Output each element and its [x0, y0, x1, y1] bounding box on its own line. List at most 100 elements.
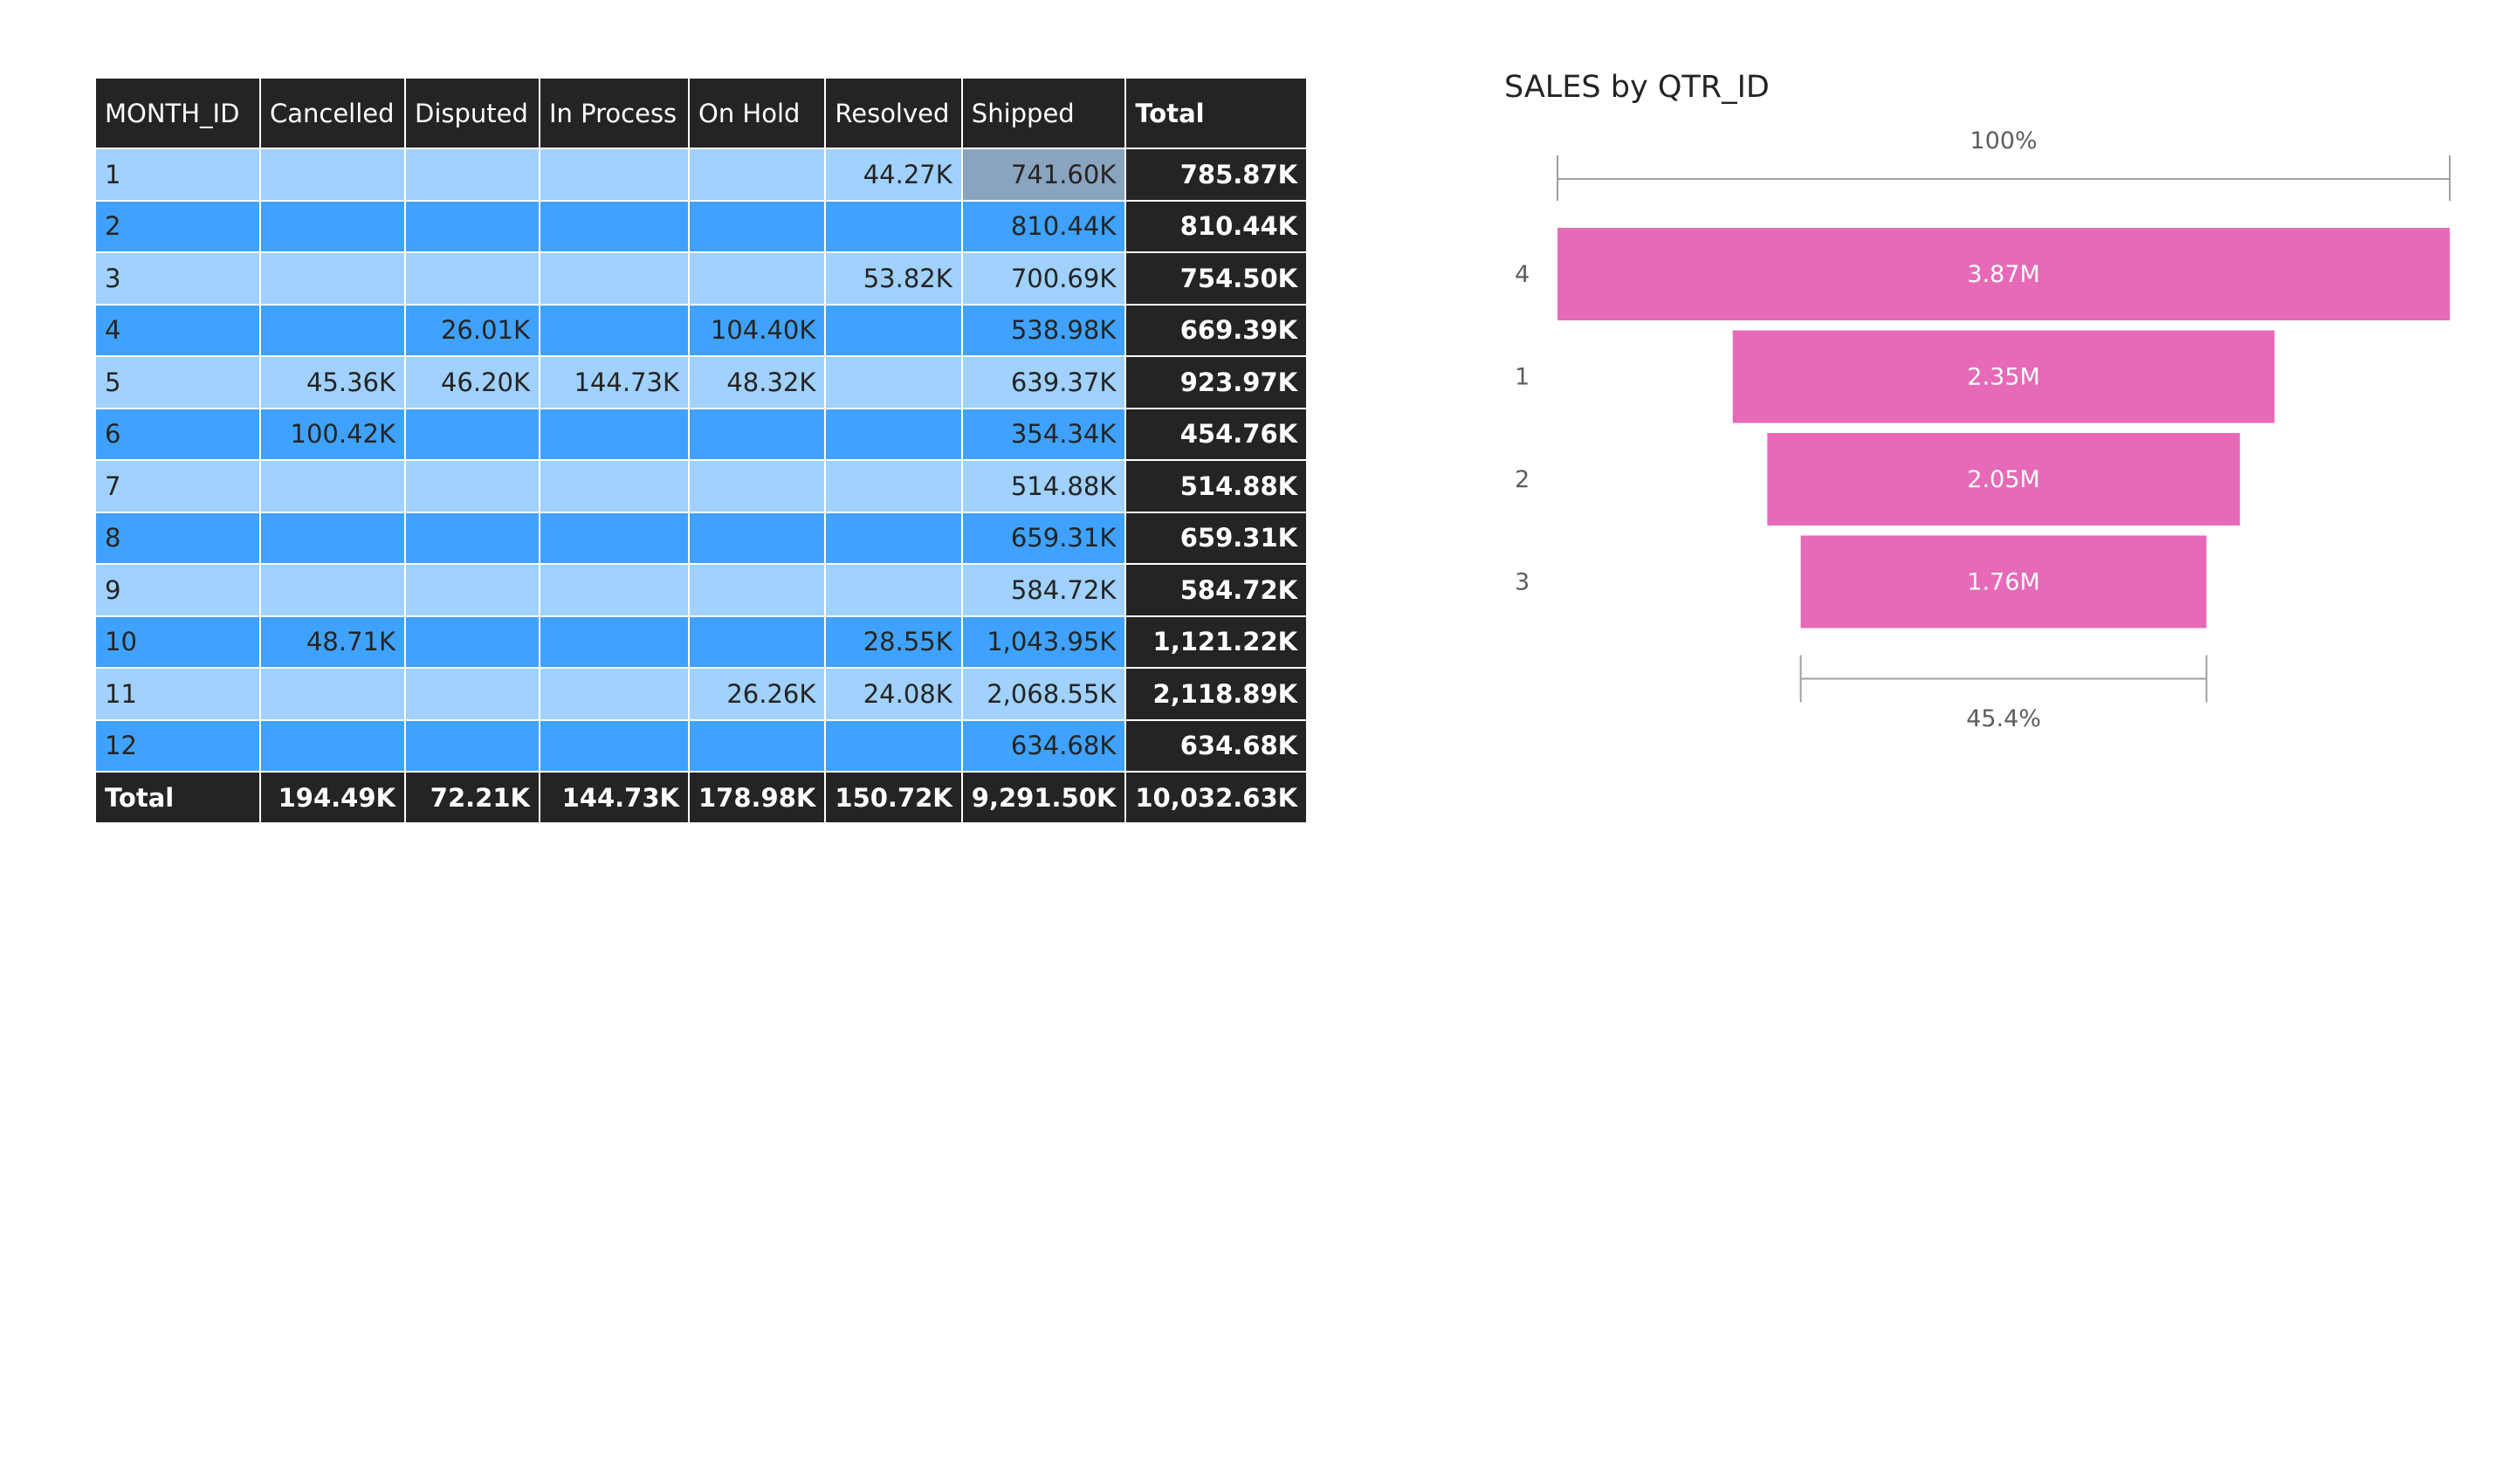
row-label[interactable]: 7: [96, 460, 261, 513]
table-cell[interactable]: [540, 252, 690, 306]
table-cell[interactable]: [689, 512, 827, 565]
table-cell[interactable]: [540, 408, 690, 461]
table-cell[interactable]: 1,043.95K: [961, 615, 1127, 669]
table-cell[interactable]: [405, 408, 540, 461]
table-row[interactable]: 2 810.44K 810.44K: [96, 200, 1309, 253]
table-cell[interactable]: [689, 615, 827, 669]
row-total-cell[interactable]: 659.31K: [1125, 512, 1309, 565]
table-cell[interactable]: [405, 200, 540, 253]
table-cell[interactable]: [540, 512, 690, 565]
table-row[interactable]: 6 100.42K 354.34K 454.76K: [96, 408, 1309, 461]
table-cell[interactable]: [689, 200, 827, 253]
table-cell[interactable]: [405, 512, 540, 565]
table-row[interactable]: 4 26.01K 104.40K 538.98K 669.39K: [96, 304, 1309, 357]
table-cell[interactable]: [405, 615, 540, 669]
row-label[interactable]: 3: [96, 252, 261, 306]
table-cell[interactable]: 46.20K: [405, 356, 540, 409]
table-cell[interactable]: 104.40K: [689, 304, 827, 357]
table-cell[interactable]: [825, 512, 963, 565]
row-total-cell[interactable]: 785.87K: [1125, 148, 1309, 202]
table-cell[interactable]: [405, 719, 540, 773]
table-row[interactable]: 11 26.26K 24.08K 2,068.55K 2,118.89K: [96, 668, 1309, 721]
row-total-cell[interactable]: 810.44K: [1125, 200, 1309, 253]
table-cell[interactable]: 634.68K: [961, 719, 1127, 773]
table-cell[interactable]: 810.44K: [961, 200, 1127, 253]
row-label[interactable]: 1: [96, 148, 261, 202]
column-header[interactable]: In Process: [540, 79, 690, 149]
row-total-cell[interactable]: 754.50K: [1125, 252, 1309, 306]
table-cell[interactable]: 2,068.55K: [961, 668, 1127, 721]
table-row[interactable]: 8 659.31K 659.31K: [96, 512, 1309, 565]
table-cell[interactable]: [825, 304, 963, 357]
table-cell[interactable]: [540, 668, 690, 721]
row-label[interactable]: 11: [96, 668, 261, 721]
table-cell[interactable]: [540, 304, 690, 357]
table-cell[interactable]: 26.01K: [405, 304, 540, 357]
table-cell[interactable]: [405, 668, 540, 721]
table-row[interactable]: 1 44.27K 741.60K 785.87K: [96, 148, 1309, 202]
table-cell[interactable]: 28.55K: [825, 615, 963, 669]
row-label[interactable]: 10: [96, 615, 261, 669]
table-cell[interactable]: 24.08K: [825, 668, 963, 721]
table-cell[interactable]: 26.26K: [689, 668, 827, 721]
funnel-bar[interactable]: [1732, 330, 2275, 423]
table-row[interactable]: 12 634.68K 634.68K: [96, 719, 1309, 773]
table-cell[interactable]: [689, 148, 827, 202]
row-total-cell[interactable]: 669.39K: [1125, 304, 1309, 357]
table-cell[interactable]: [825, 408, 963, 461]
row-total-cell[interactable]: 923.97K: [1125, 356, 1309, 409]
table-cell[interactable]: 44.27K: [825, 148, 963, 202]
table-cell[interactable]: [260, 564, 406, 617]
funnel-bar[interactable]: [1557, 228, 2450, 320]
row-label[interactable]: 4: [96, 304, 261, 357]
table-cell[interactable]: [825, 356, 963, 409]
table-cell[interactable]: [260, 304, 406, 357]
table-cell[interactable]: 700.69K: [961, 252, 1127, 306]
row-label[interactable]: 6: [96, 408, 261, 461]
table-cell[interactable]: 100.42K: [260, 408, 406, 461]
row-label[interactable]: 2: [96, 200, 261, 253]
table-cell[interactable]: [260, 460, 406, 513]
table-cell[interactable]: [405, 564, 540, 617]
table-cell[interactable]: [540, 615, 690, 669]
table-cell[interactable]: [260, 512, 406, 565]
table-cell[interactable]: [405, 252, 540, 306]
table-cell[interactable]: 741.60K: [961, 148, 1127, 202]
row-label[interactable]: 5: [96, 356, 261, 409]
table-cell[interactable]: [689, 564, 827, 617]
table-cell[interactable]: 514.88K: [961, 460, 1127, 513]
column-header[interactable]: Cancelled: [260, 79, 406, 149]
table-cell[interactable]: 639.37K: [961, 356, 1127, 409]
column-header[interactable]: On Hold: [689, 79, 827, 149]
table-cell[interactable]: [540, 460, 690, 513]
table-row[interactable]: 5 45.36K 46.20K 144.73K 48.32K 639.37K 923.97K: [96, 356, 1309, 409]
row-total-cell[interactable]: 634.68K: [1125, 719, 1309, 773]
row-total-cell[interactable]: 2,118.89K: [1125, 668, 1309, 721]
table-cell[interactable]: 659.31K: [961, 512, 1127, 565]
table-cell[interactable]: [260, 719, 406, 773]
column-header[interactable]: Total: [1125, 79, 1309, 149]
table-cell[interactable]: [689, 460, 827, 513]
table-cell[interactable]: [540, 564, 690, 617]
row-total-cell[interactable]: 584.72K: [1125, 564, 1309, 617]
table-cell[interactable]: 538.98K: [961, 304, 1127, 357]
table-cell[interactable]: [825, 719, 963, 773]
table-cell[interactable]: [405, 460, 540, 513]
table-cell[interactable]: 45.36K: [260, 356, 406, 409]
funnel-bar[interactable]: [1800, 535, 2207, 629]
table-cell[interactable]: [825, 460, 963, 513]
table-cell[interactable]: 53.82K: [825, 252, 963, 306]
funnel-bar[interactable]: [1767, 433, 2240, 526]
table-cell[interactable]: 354.34K: [961, 408, 1127, 461]
table-cell[interactable]: [405, 148, 540, 202]
table-cell[interactable]: [260, 668, 406, 721]
table-cell[interactable]: [260, 148, 406, 202]
table-cell[interactable]: [689, 252, 827, 306]
table-row[interactable]: 3 53.82K 700.69K 754.50K: [96, 252, 1309, 306]
table-cell[interactable]: 584.72K: [961, 564, 1127, 617]
table-cell[interactable]: [260, 200, 406, 253]
table-cell[interactable]: [689, 408, 827, 461]
table-cell[interactable]: 144.73K: [540, 356, 690, 409]
column-header[interactable]: Disputed: [405, 79, 540, 149]
table-cell[interactable]: 48.32K: [689, 356, 827, 409]
